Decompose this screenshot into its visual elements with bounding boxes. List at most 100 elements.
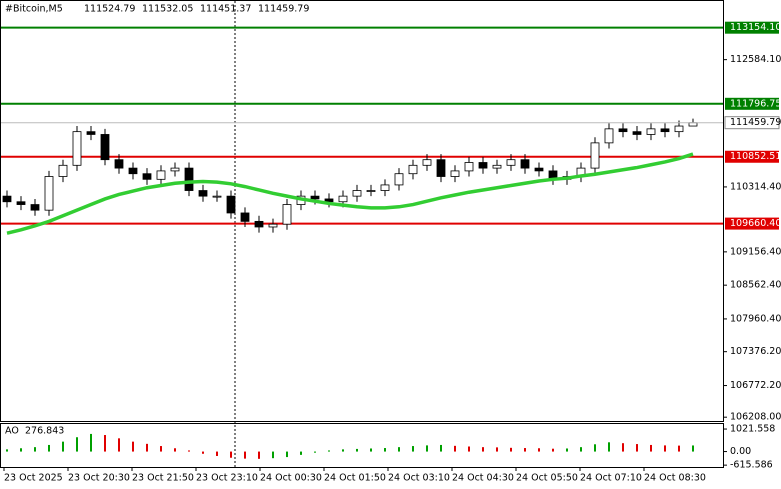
- y-tick-label: 107960.40: [730, 313, 781, 324]
- quote-value: 111451.37: [200, 4, 251, 15]
- candle-body: [338, 195, 348, 203]
- ao-bar: [356, 448, 358, 452]
- x-tick-label: 23 Oct 21:50: [132, 473, 194, 484]
- y-tick-label: 109156.40: [730, 246, 781, 257]
- candle-body: [100, 134, 110, 161]
- ao-bar: [496, 447, 498, 452]
- candle-body: [212, 195, 222, 198]
- ao-tick-label: 0.00: [730, 446, 751, 457]
- candle-body: [674, 125, 684, 133]
- ao-bar: [104, 435, 106, 452]
- quote-value: 111459.79: [258, 4, 309, 15]
- candle-body: [58, 164, 68, 177]
- ao-bar: [552, 448, 554, 452]
- ao-current: 276.843: [25, 426, 64, 437]
- ao-bar: [384, 448, 386, 452]
- candle-body: [506, 159, 516, 166]
- x-tick-label: 23 Oct 2025: [4, 473, 63, 484]
- ao-bar: [370, 448, 372, 452]
- header: #Bitcoin,M5: [5, 4, 63, 15]
- current-price-box: [724, 116, 780, 130]
- level-box: [725, 217, 779, 230]
- x-tick-label: 24 Oct 03:10: [388, 473, 450, 484]
- level-box: [725, 97, 779, 110]
- ao-bar: [20, 448, 22, 452]
- ao-bar: [132, 441, 134, 452]
- ao-bar: [468, 446, 470, 452]
- x-tick-label: 24 Oct 01:50: [324, 473, 386, 484]
- level-box: [725, 21, 779, 34]
- ao-bar: [342, 449, 344, 452]
- ao-bar: [272, 451, 274, 459]
- candle-body: [422, 159, 432, 166]
- ao-bar: [664, 445, 666, 452]
- candle-body: [632, 131, 642, 135]
- candle-body: [618, 128, 628, 133]
- ao-bar: [510, 447, 512, 452]
- candle-body: [520, 159, 530, 169]
- ao-bar: [636, 444, 638, 452]
- x-tick-label: 24 Oct 05:50: [516, 473, 578, 484]
- candle-body: [226, 195, 236, 214]
- candle-body: [30, 204, 40, 211]
- x-tick-label: 24 Oct 08:30: [644, 473, 706, 484]
- ao-bar: [524, 448, 526, 452]
- ao-bar: [286, 451, 288, 458]
- candle-body: [198, 190, 208, 197]
- candle-body: [184, 167, 194, 191]
- candle-body: [646, 128, 656, 135]
- candle-body: [44, 176, 54, 211]
- candle-body: [114, 159, 124, 169]
- ao-bar: [328, 450, 330, 452]
- candle-body: [492, 164, 502, 169]
- candle-body: [268, 223, 278, 228]
- ao-bar: [678, 445, 680, 452]
- candle-body: [156, 170, 166, 180]
- y-tick-label: 110314.40: [730, 181, 781, 192]
- ao-bar: [62, 441, 64, 452]
- ao-bar: [622, 443, 624, 452]
- candle-body: [72, 131, 82, 166]
- ao-bar: [188, 450, 190, 452]
- ao-bar: [216, 451, 218, 456]
- ao-bar: [6, 449, 8, 452]
- ao-bar: [202, 451, 204, 454]
- ao-bar: [454, 445, 456, 452]
- ao-bar: [398, 447, 400, 452]
- candle-body: [282, 204, 292, 225]
- level-label: 111796.75: [730, 98, 781, 109]
- ao-bar: [174, 448, 176, 452]
- candle-body: [310, 195, 320, 200]
- ao-bar: [580, 447, 582, 452]
- ao-bar: [650, 444, 652, 452]
- candle-body: [590, 142, 600, 169]
- ao-bar: [538, 448, 540, 452]
- symbol: #Bitcoin,M5: [5, 4, 63, 15]
- candle-body: [660, 128, 670, 133]
- level-label: 109660.40: [730, 218, 781, 229]
- ao-name: AO: [5, 426, 19, 437]
- x-tick-label: 23 Oct 23:10: [196, 473, 258, 484]
- candle-body: [240, 212, 250, 222]
- ao-bar: [412, 446, 414, 452]
- moving-average: [6, 152, 694, 235]
- ao-tick-label: -615.586: [730, 460, 773, 471]
- candle-body: [534, 167, 544, 172]
- candle-body: [380, 184, 390, 191]
- y-tick-label: 106772.20: [730, 380, 781, 391]
- ao-frame: [0, 423, 724, 468]
- candle-body: [254, 220, 264, 228]
- ao-bar: [230, 451, 232, 458]
- ao-bar: [608, 442, 610, 452]
- ao-bar: [314, 451, 316, 453]
- ao-bar: [440, 444, 442, 452]
- ao-bar: [426, 445, 428, 452]
- candle-body: [2, 195, 12, 203]
- x-tick-label: 23 Oct 20:30: [68, 473, 130, 484]
- ao-bar: [90, 433, 92, 452]
- candle-body: [436, 159, 446, 177]
- candle-body: [142, 173, 152, 180]
- candle-body: [16, 201, 26, 205]
- ao-bar: [482, 447, 484, 452]
